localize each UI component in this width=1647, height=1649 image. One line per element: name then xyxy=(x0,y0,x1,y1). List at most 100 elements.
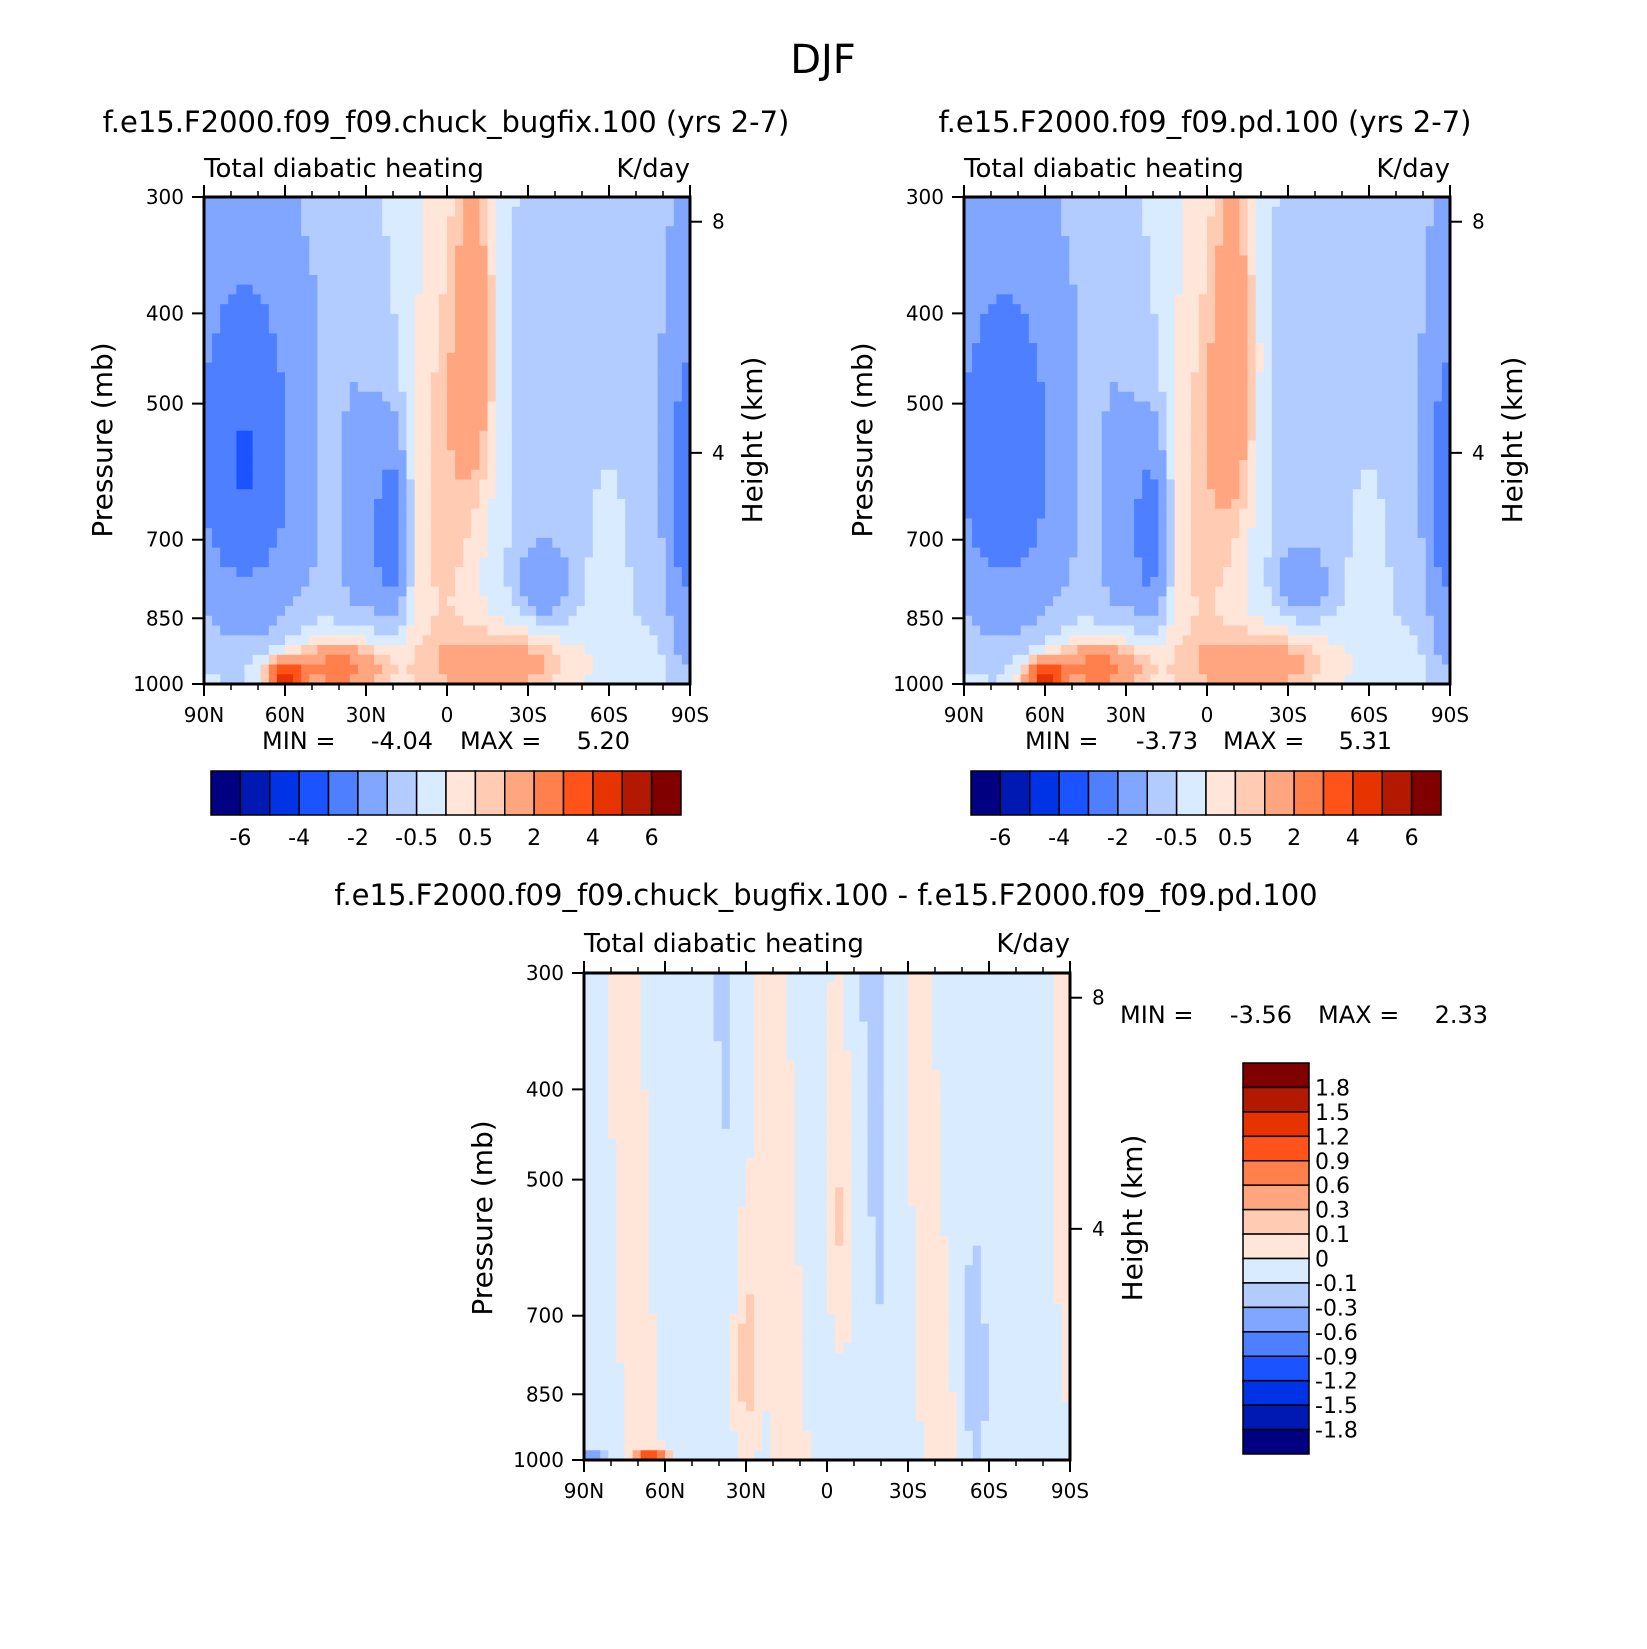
contour-cell xyxy=(1304,255,1313,266)
contour-cell xyxy=(406,625,416,636)
contour-cell xyxy=(536,625,545,636)
contour-cell xyxy=(633,459,642,471)
contour-cell xyxy=(228,645,237,656)
contour-cell xyxy=(228,567,237,578)
contour-cell xyxy=(1207,440,1216,451)
contour-cell xyxy=(422,391,432,403)
contour-cell xyxy=(1158,197,1168,208)
contour-cell xyxy=(220,547,229,558)
contour-cell xyxy=(1409,304,1419,315)
contour-cell xyxy=(422,440,432,451)
contour-cell xyxy=(1296,343,1305,354)
contour-cell xyxy=(503,547,513,558)
contour-cell xyxy=(495,459,505,471)
contour-cell xyxy=(268,508,278,520)
contour-cell xyxy=(447,576,456,588)
contour-cell xyxy=(576,664,586,675)
contour-cell xyxy=(341,508,351,520)
contour-cell xyxy=(1020,421,1030,432)
contour-cell xyxy=(220,245,229,257)
contour-cell xyxy=(357,294,367,305)
contour-cell xyxy=(503,411,513,422)
contour-cell xyxy=(600,557,610,568)
contour-cell xyxy=(1012,274,1022,286)
contour-cell xyxy=(1045,265,1054,276)
contour-cell xyxy=(625,421,634,432)
contour-cell xyxy=(1344,255,1354,266)
contour-cell xyxy=(511,421,521,432)
contour-cell xyxy=(1174,323,1184,334)
contour-cell xyxy=(252,450,262,461)
contour-cell xyxy=(1134,343,1143,354)
contour-cell xyxy=(1247,469,1257,481)
contour-cell xyxy=(390,343,399,354)
contour-cell xyxy=(325,284,335,295)
contour-cell xyxy=(1012,391,1022,403)
contour-cell xyxy=(430,596,440,607)
contour-cell xyxy=(964,265,973,276)
contour-cell xyxy=(633,489,642,500)
contour-cell xyxy=(649,411,659,422)
contour-cell xyxy=(212,664,221,675)
contour-cell xyxy=(996,411,1006,422)
contour-cell xyxy=(1190,450,1200,461)
contour-cell xyxy=(414,518,424,529)
contour-cell xyxy=(1101,265,1111,276)
contour-cell xyxy=(1134,284,1143,295)
contour-cell xyxy=(625,382,634,393)
contour-cell xyxy=(1166,440,1176,451)
contour-cell xyxy=(422,528,432,539)
contour-cell xyxy=(592,459,602,471)
contour-cell xyxy=(560,245,570,257)
contour-cell xyxy=(1312,401,1321,412)
contour-cell xyxy=(1198,362,1208,373)
contour-cell xyxy=(252,479,262,490)
contour-cell xyxy=(1231,343,1240,354)
contour-cell xyxy=(673,245,683,257)
contour-cell xyxy=(1296,469,1305,481)
contour-cell xyxy=(1344,362,1354,373)
contour-cell xyxy=(236,459,246,471)
contour-cell xyxy=(382,401,391,412)
contour-cell xyxy=(528,372,537,383)
contour-cell xyxy=(414,294,424,305)
contour-cell xyxy=(1053,284,1062,295)
contour-cell xyxy=(374,197,383,208)
contour-cell xyxy=(1109,235,1119,247)
contour-cell xyxy=(1296,294,1305,305)
contour-cell xyxy=(568,547,578,558)
contour-cell xyxy=(317,664,327,675)
contour-cell xyxy=(285,508,294,520)
contour-cell xyxy=(430,333,440,344)
contour-cell xyxy=(1117,469,1127,481)
contour-cell xyxy=(625,450,634,461)
contour-cell xyxy=(349,547,359,558)
contour-cell xyxy=(1433,245,1443,257)
contour-cell xyxy=(1304,411,1313,422)
contour-cell xyxy=(1198,323,1208,334)
contour-cell xyxy=(560,596,570,607)
contour-cell xyxy=(293,547,302,558)
contour-cell xyxy=(390,645,399,656)
contour-cell xyxy=(398,635,408,646)
contour-cell xyxy=(244,664,254,675)
contour-cell xyxy=(641,450,651,461)
contour-cell xyxy=(1320,362,1330,373)
contour-cell xyxy=(673,362,683,373)
contour-cell xyxy=(1020,401,1030,412)
contour-cell xyxy=(422,216,432,227)
contour-cell xyxy=(964,206,973,218)
contour-cell xyxy=(1166,265,1176,276)
contour-cell xyxy=(673,498,683,510)
contour-cell xyxy=(1004,274,1014,286)
contour-cell xyxy=(649,382,659,393)
contour-cell xyxy=(1190,226,1200,237)
contour-cell xyxy=(374,372,383,383)
contour-cell xyxy=(1150,382,1159,393)
contour-cell xyxy=(285,430,294,442)
contour-cell xyxy=(600,265,610,276)
contour-cell xyxy=(1190,469,1200,481)
contour-cell xyxy=(1117,411,1127,422)
contour-cell xyxy=(1093,430,1103,442)
contour-cell xyxy=(568,586,578,597)
